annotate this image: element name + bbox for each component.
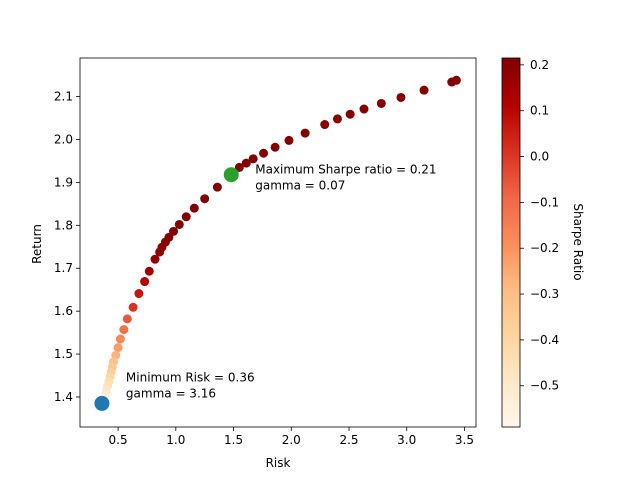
x-tick-label: 1.5: [224, 433, 243, 447]
x-axis: 0.5 1.0 1.5 2.0 2.5 3.0 3.5: [109, 427, 474, 447]
data-point: [134, 289, 144, 299]
annotations: Maximum Sharpe ratio = 0.21 gamma = 0.07 M…: [126, 163, 437, 401]
colorbar: 0.2 0.1 0.0 −0.1 −0.2 −0.3 −0.4 −0.5 Sharpe Rat…: [501, 57, 585, 428]
data-point: [200, 194, 210, 204]
data-point: [113, 343, 123, 353]
y-axis: 1.4 1.5 1.6 1.7 1.8 1.9 2.0 2.1: [54, 90, 80, 404]
y-tick-label: 1.5: [54, 347, 73, 361]
data-point: [115, 334, 125, 344]
scatter-points: [99, 75, 461, 403]
data-point: [345, 109, 355, 119]
x-axis-label: Risk: [266, 456, 291, 470]
data-point: [128, 302, 138, 312]
annotation-line1: Minimum Risk = 0.36: [126, 370, 255, 384]
annotation-line2: gamma = 0.07: [255, 179, 345, 193]
data-point: [212, 182, 222, 192]
data-point: [320, 120, 330, 130]
data-point: [155, 247, 165, 257]
colorbar-label: Sharpe Ratio: [571, 203, 585, 280]
data-point: [241, 158, 251, 168]
x-tick-label: 2.0: [282, 433, 301, 447]
data-point: [248, 154, 258, 164]
data-point: [122, 314, 132, 324]
colorbar-tick-label: −0.4: [530, 333, 559, 347]
colorbar-tick-label: 0.1: [530, 104, 549, 118]
data-point: [181, 212, 191, 222]
y-tick-label: 2.0: [54, 133, 73, 147]
min-risk-point: [94, 395, 110, 411]
data-point: [419, 85, 429, 95]
y-tick-label: 2.1: [54, 90, 73, 104]
data-point: [150, 254, 160, 264]
colorbar-tick-label: −0.1: [530, 195, 559, 209]
annotation-line1: Maximum Sharpe ratio = 0.21: [255, 163, 436, 177]
max-sharpe-point: [223, 167, 239, 183]
data-point: [270, 142, 280, 152]
x-tick-label: 3.5: [455, 433, 474, 447]
colorbar-tick-label: −0.5: [530, 379, 559, 393]
y-axis-label: Return: [30, 224, 44, 264]
data-point: [300, 128, 310, 138]
y-tick-label: 1.4: [54, 390, 73, 404]
x-tick-label: 3.0: [397, 433, 416, 447]
data-point: [189, 203, 199, 213]
colorbar-tick-label: −0.2: [530, 241, 559, 255]
x-tick-label: 0.5: [109, 433, 128, 447]
data-point: [119, 325, 129, 335]
data-point: [140, 277, 150, 287]
plot-frame: [79, 57, 477, 428]
data-point: [332, 114, 342, 124]
colorbar-ticks: 0.2 0.1 0.0 −0.1 −0.2 −0.3 −0.4 −0.5: [520, 58, 559, 393]
data-point: [396, 92, 406, 102]
data-point: [284, 135, 294, 145]
data-point: [174, 219, 184, 229]
highlight-points: [94, 167, 239, 411]
y-tick-label: 1.6: [54, 304, 73, 318]
plot-area: [79, 57, 477, 428]
y-tick-label: 1.9: [54, 175, 73, 189]
y-tick-label: 1.8: [54, 218, 73, 232]
data-point: [144, 266, 154, 276]
colorbar-gradient: [501, 57, 521, 428]
data-point: [259, 148, 269, 158]
colorbar-tick-label: −0.3: [530, 287, 559, 301]
colorbar-tick-label: 0.0: [530, 150, 549, 164]
data-point: [359, 104, 369, 114]
x-tick-label: 1.0: [166, 433, 185, 447]
colorbar-tick-label: 0.2: [530, 58, 549, 72]
annotation-line2: gamma = 3.16: [126, 386, 216, 400]
data-point: [376, 98, 386, 108]
x-tick-label: 2.5: [339, 433, 358, 447]
data-point: [234, 162, 244, 172]
y-tick-label: 1.7: [54, 261, 73, 275]
data-point: [447, 77, 457, 87]
